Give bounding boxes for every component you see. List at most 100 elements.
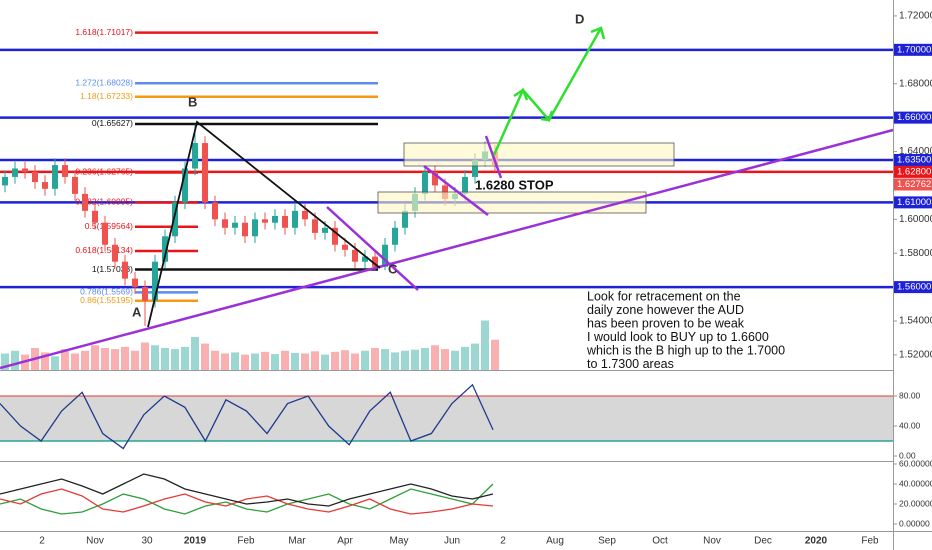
volume-bar <box>251 353 259 370</box>
volume-bar <box>141 342 149 370</box>
volume-bar <box>271 354 279 370</box>
volume-bar <box>281 350 289 370</box>
volume-bar <box>341 350 349 370</box>
fib-label: 0.786(1.5569) <box>80 287 133 297</box>
trendline <box>0 128 894 370</box>
dmi-line <box>0 483 494 515</box>
volume-bar <box>101 348 109 370</box>
chart-layer: 1.72000 1.68000 1.64000 1.60000 1.58000 1.540… <box>0 11 932 547</box>
stoch-band <box>0 396 893 442</box>
candle-body <box>42 182 48 189</box>
candle-body <box>112 244 118 262</box>
x-tick-label: Mar <box>288 536 306 547</box>
x-tick-label: Dec <box>754 536 772 547</box>
dmi-line <box>0 473 494 507</box>
volume-bar <box>381 349 389 370</box>
y-tick-label: 1.64000 <box>899 146 932 157</box>
candle-body <box>22 168 28 172</box>
candle-body <box>402 210 408 228</box>
volume-bar <box>301 353 309 370</box>
candle-body <box>232 222 238 228</box>
y-tick-label: 0.00 <box>899 450 916 460</box>
candle-body <box>102 222 108 245</box>
y-tick-label: 1.68000 <box>899 78 932 89</box>
candle-body <box>172 202 178 237</box>
stop-label: 1.6280 STOP <box>475 177 554 192</box>
candle-body <box>382 244 388 267</box>
candle-body <box>252 219 258 237</box>
zone-box <box>377 191 647 214</box>
volume-bar <box>411 349 419 370</box>
candle-body <box>152 261 158 301</box>
volume-bar <box>321 354 329 370</box>
candle-body <box>142 287 148 301</box>
candle-body <box>292 210 298 228</box>
x-tick-label: Sep <box>598 536 616 547</box>
candle-body <box>62 165 68 177</box>
label-c: C <box>388 261 398 276</box>
level-tag <box>894 43 932 56</box>
volume-bar <box>371 348 379 370</box>
volume-bar <box>401 350 409 370</box>
candle-body <box>92 210 98 223</box>
volume-bar <box>231 352 239 370</box>
candle-body <box>242 222 248 237</box>
candle-body <box>122 261 128 279</box>
note-line: which is the B high up to the 1.7000 <box>586 343 785 357</box>
volume-bar <box>431 345 439 370</box>
fib-label: 0.236(1.62765) <box>75 167 133 177</box>
candle-body <box>182 168 188 203</box>
volume-bar <box>131 350 139 370</box>
abc-pattern <box>147 120 381 328</box>
candle-body <box>342 244 348 250</box>
trendline <box>484 135 503 179</box>
candle-body <box>262 219 268 223</box>
trendline <box>326 206 419 291</box>
y-tick-label: 1.72000 <box>899 11 932 22</box>
candle-body <box>282 215 288 228</box>
x-tick-label: Nov <box>86 536 104 547</box>
x-tick-label: May <box>390 536 409 547</box>
fib-label: 1.18(1.67233) <box>80 91 133 101</box>
candle-body <box>32 171 38 183</box>
stoch-line <box>0 383 494 450</box>
candle-body <box>12 168 18 177</box>
note-line: to 1.7300 areas <box>587 357 674 371</box>
volume-bar <box>291 352 299 370</box>
y-tick-label: 60.00000 <box>899 458 932 468</box>
volume-bar <box>211 350 219 370</box>
volume-bar <box>361 350 369 370</box>
x-tick-label: Apr <box>337 536 353 547</box>
y-tick-label: 1.60000 <box>899 214 932 225</box>
level-label: 1.61000 <box>897 197 931 208</box>
note-line: has been proven to be weak <box>587 316 745 330</box>
fib-label: 0.618(1.58134) <box>75 245 133 255</box>
candle-body <box>312 219 318 233</box>
fib-label: 0.382(1.60995) <box>75 197 133 207</box>
x-tick-label: 2020 <box>805 536 828 547</box>
arrow-head <box>513 88 529 101</box>
volume-bar <box>41 352 49 370</box>
last-price-label: 1.62762 <box>897 179 931 190</box>
candle-body <box>192 143 198 169</box>
volume-bar <box>61 349 69 370</box>
label-b: B <box>188 94 197 109</box>
last-price-tag <box>894 178 932 191</box>
fib-label: 0.5(1.59564) <box>85 221 133 231</box>
note-line: I would look to BUY up to 1.6600 <box>587 330 769 344</box>
volume-bar <box>1 353 9 370</box>
volume-bar <box>161 348 169 370</box>
level-tag <box>894 281 932 294</box>
x-tick-label: Nov <box>703 536 721 547</box>
volume-bar <box>221 353 229 370</box>
candle-body <box>352 249 358 262</box>
volume-bar <box>181 346 189 370</box>
volume-bar <box>311 351 319 370</box>
candle-body <box>82 193 88 211</box>
volume-bar <box>111 349 119 370</box>
candle-body <box>72 176 78 194</box>
level-tag <box>894 196 932 209</box>
y-tick-label: 1.58000 <box>899 248 932 259</box>
